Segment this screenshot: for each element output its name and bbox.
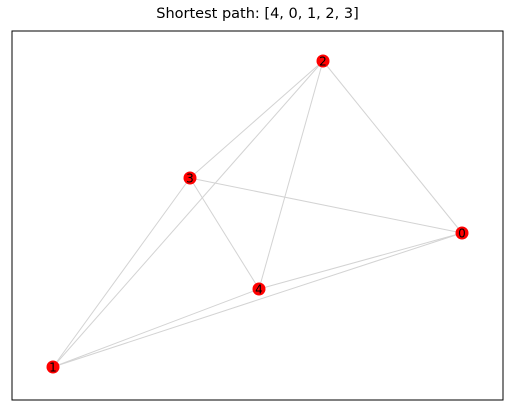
edge-2-4 — [258, 60, 324, 290]
edge-1-4 — [52, 288, 260, 368]
node-marker — [316, 54, 330, 68]
node-1: 1 — [46, 360, 60, 375]
edge-3-4 — [189, 177, 260, 290]
edge-0-4 — [258, 232, 463, 290]
node-label: 4 — [255, 283, 263, 297]
node-marker — [46, 360, 60, 374]
plot-frame — [11, 30, 504, 401]
edge-2-3 — [189, 60, 324, 179]
node-2: 2 — [316, 54, 330, 69]
node-label: 0 — [458, 227, 466, 241]
node-3: 3 — [183, 171, 197, 186]
node-label: 1 — [49, 361, 57, 375]
chart-title: Shortest path: [4, 0, 1, 2, 3] — [156, 6, 359, 22]
edge-0-2 — [322, 60, 463, 234]
node-marker — [455, 226, 469, 240]
node-label: 3 — [186, 172, 194, 186]
edge-0-1 — [52, 232, 463, 368]
nodes-layer: 0 1 2 3 4 — [46, 54, 469, 375]
edge-1-2 — [52, 60, 324, 368]
node-marker — [183, 171, 197, 185]
edge-1-3 — [52, 177, 191, 368]
edges-layer — [52, 60, 463, 368]
edge-0-3 — [189, 177, 463, 234]
node-0: 0 — [455, 226, 469, 241]
node-marker — [252, 282, 266, 296]
node-label: 2 — [319, 55, 327, 69]
node-4: 4 — [252, 282, 266, 297]
